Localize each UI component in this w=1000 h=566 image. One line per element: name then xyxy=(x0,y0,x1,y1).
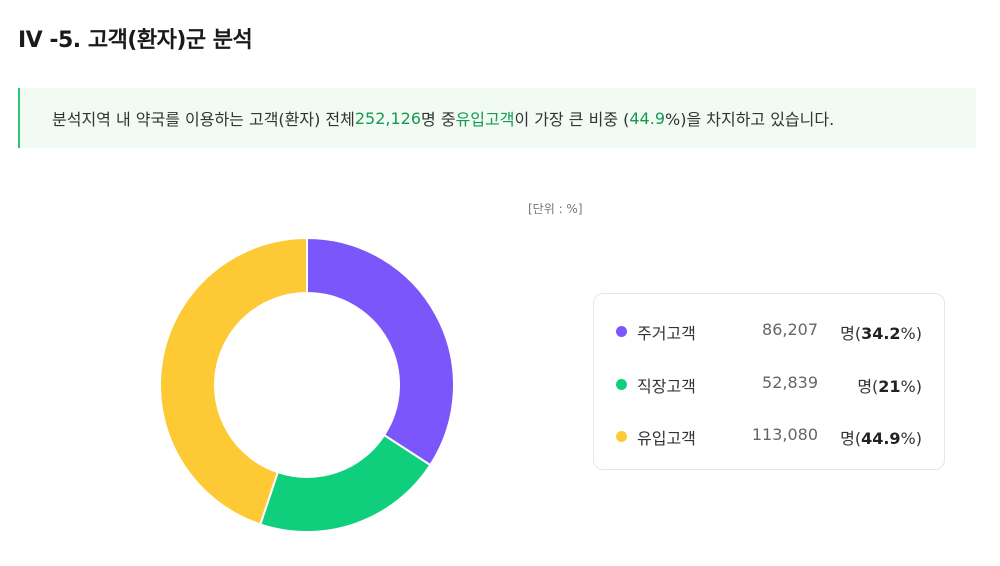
legend-percent: 명(21%) xyxy=(857,377,922,396)
legend-label: 직장고객 xyxy=(637,377,696,396)
legend-count: 52,839 xyxy=(762,373,818,392)
legend-dot-icon xyxy=(616,326,627,337)
summary-total: 252,126 xyxy=(354,108,422,128)
legend-percent-value: 44.9 xyxy=(861,429,901,448)
legend-dot-icon xyxy=(616,379,627,390)
donut-slice-1[interactable] xyxy=(306,236,455,467)
summary-text-1: 분석지역 내 약국를 이용하는 고객(환자) 전체 xyxy=(52,110,355,129)
summary-highlight-group: 유입고객 xyxy=(455,110,515,129)
legend-label: 유입고객 xyxy=(637,429,696,448)
summary-text-4: %)을 차지하고 있습니다. xyxy=(665,110,835,129)
legend-item: 주거고객 86,207 명(34.2%) xyxy=(594,319,944,343)
summary-highlight-pct: 44.9 xyxy=(629,108,665,128)
summary-text-2: 명 중 xyxy=(421,110,456,129)
donut-slice-3[interactable] xyxy=(159,236,308,526)
legend-percent: 명(44.9%) xyxy=(840,429,922,448)
page-title: IV -5. 고객(환자)군 분석 xyxy=(18,28,253,53)
legend-dot-icon xyxy=(616,431,627,442)
unit-label: [단위 : %] xyxy=(528,202,583,216)
legend-item: 직장고객 52,839 명(21%) xyxy=(594,372,944,396)
legend-count: 86,207 xyxy=(762,320,818,339)
legend-percent-value: 21 xyxy=(878,377,901,396)
legend-count: 113,080 xyxy=(751,425,818,444)
legend-percent: 명(34.2%) xyxy=(840,324,922,343)
legend-percent-value: 34.2 xyxy=(861,324,901,343)
legend-item: 유입고객 113,080 명(44.9%) xyxy=(594,424,944,448)
summary-text-3: 이 가장 큰 비중 ( xyxy=(514,110,630,129)
summary-callout: 분석지역 내 약국를 이용하는 고객(환자) 전체 252,126 명 중 유입고… xyxy=(18,88,976,148)
chart-legend: 주거고객 86,207 명(34.2%) 직장고객 52,839 명(21%) 유입고객 11… xyxy=(593,293,945,470)
legend-label: 주거고객 xyxy=(637,324,696,343)
donut-slice-2[interactable] xyxy=(259,433,432,533)
donut-chart xyxy=(159,236,455,533)
